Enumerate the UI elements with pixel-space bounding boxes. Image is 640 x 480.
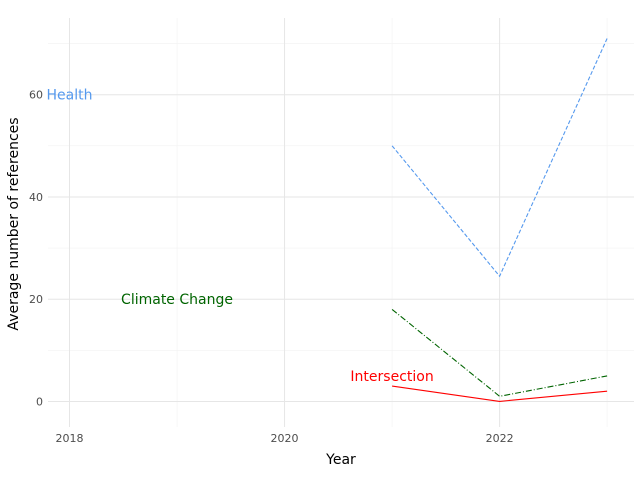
- series-line-intersection: [392, 385, 608, 402]
- minor-gridlines: [48, 18, 634, 427]
- x-tick-label: 2018: [56, 432, 84, 445]
- y-tick-label: 60: [29, 89, 43, 102]
- y-tick-label: 20: [29, 293, 43, 306]
- y-tick-label: 40: [29, 191, 43, 204]
- y-axis-ticks: 0 20 40 60: [29, 89, 43, 409]
- y-tick-label: 0: [36, 395, 43, 408]
- x-axis-ticks: 2018 2020 2022: [56, 432, 514, 445]
- series-label-intersection: Intersection: [350, 369, 433, 385]
- series-line-climate-change: [391, 308, 608, 397]
- x-tick-label: 2022: [486, 432, 514, 445]
- x-tick-label: 2020: [271, 432, 299, 445]
- series-lines: [391, 38, 608, 402]
- series-line-health: [391, 38, 608, 278]
- y-axis-label: Average number of references: [6, 117, 22, 330]
- major-gridlines: [48, 18, 634, 427]
- series-labels: Health Climate Change Intersection: [47, 88, 434, 385]
- x-axis-label: Year: [325, 452, 356, 468]
- series-label-health: Health: [47, 88, 93, 104]
- series-label-climate-change: Climate Change: [121, 292, 233, 308]
